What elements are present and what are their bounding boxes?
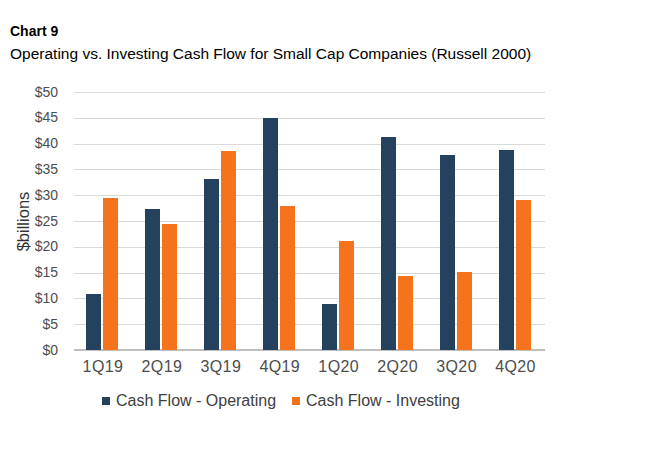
bar-investing-1Q19: [103, 198, 118, 350]
x-tick-label-4Q20: 4Q20: [484, 358, 548, 376]
gridline: [74, 144, 546, 145]
y-tick-label: $50: [12, 85, 58, 100]
bar-investing-2Q20: [398, 276, 413, 350]
gridline: [74, 298, 546, 299]
bar-operating-2Q20: [381, 137, 396, 350]
bar-investing-1Q20: [339, 241, 354, 350]
gridline: [74, 195, 546, 196]
gridline: [74, 273, 546, 274]
y-tick-label: $10: [12, 291, 58, 306]
x-tick-label-2Q19: 2Q19: [130, 358, 194, 376]
legend-item-investing: Cash Flow - Investing: [292, 392, 460, 410]
bar-investing-4Q19: [280, 206, 295, 350]
y-tick-label: $15: [12, 265, 58, 280]
gridline: [74, 221, 546, 222]
gridline: [74, 169, 546, 170]
gridline: [74, 92, 546, 93]
bar-operating-1Q20: [322, 304, 337, 350]
bar-investing-3Q19: [221, 151, 236, 350]
bar-operating-4Q19: [263, 118, 278, 350]
bar-operating-3Q20: [440, 155, 455, 350]
legend-item-operating: Cash Flow - Operating: [102, 392, 276, 410]
gridline: [74, 118, 546, 119]
x-tick-label-2Q20: 2Q20: [366, 358, 430, 376]
y-tick-label: $35: [12, 162, 58, 177]
legend-swatch-icon: [292, 397, 300, 405]
x-axis-line: [74, 349, 546, 351]
bar-investing-4Q20: [516, 200, 531, 350]
y-tick-label: $40: [12, 136, 58, 151]
gridline: [74, 247, 546, 248]
x-tick-label-1Q19: 1Q19: [71, 358, 135, 376]
chart-title: Chart 9: [10, 23, 58, 39]
x-tick-label-1Q20: 1Q20: [307, 358, 371, 376]
legend-label: Cash Flow - Investing: [306, 392, 460, 410]
x-tick-label-3Q19: 3Q19: [189, 358, 253, 376]
chart-subtitle: Operating vs. Investing Cash Flow for Sm…: [10, 45, 531, 63]
bar-investing-2Q19: [162, 224, 177, 350]
y-tick-label: $0: [12, 343, 58, 358]
chart-page: Chart 9 Operating vs. Investing Cash Flo…: [0, 0, 671, 462]
bar-operating-4Q20: [499, 150, 514, 350]
legend-swatch-icon: [102, 397, 110, 405]
plot-area: [74, 92, 546, 350]
x-tick-label-4Q19: 4Q19: [248, 358, 312, 376]
bar-operating-2Q19: [145, 209, 160, 350]
bar-operating-1Q19: [86, 294, 101, 350]
y-tick-label: $30: [12, 188, 58, 203]
legend-label: Cash Flow - Operating: [116, 392, 276, 410]
y-tick-label: $5: [12, 317, 58, 332]
y-tick-label: $20: [12, 239, 58, 254]
y-tick-label: $45: [12, 110, 58, 125]
y-tick-label: $25: [12, 214, 58, 229]
bar-operating-3Q19: [204, 179, 219, 350]
gridline: [74, 324, 546, 325]
bar-investing-3Q20: [457, 272, 472, 350]
x-tick-label-3Q20: 3Q20: [425, 358, 489, 376]
